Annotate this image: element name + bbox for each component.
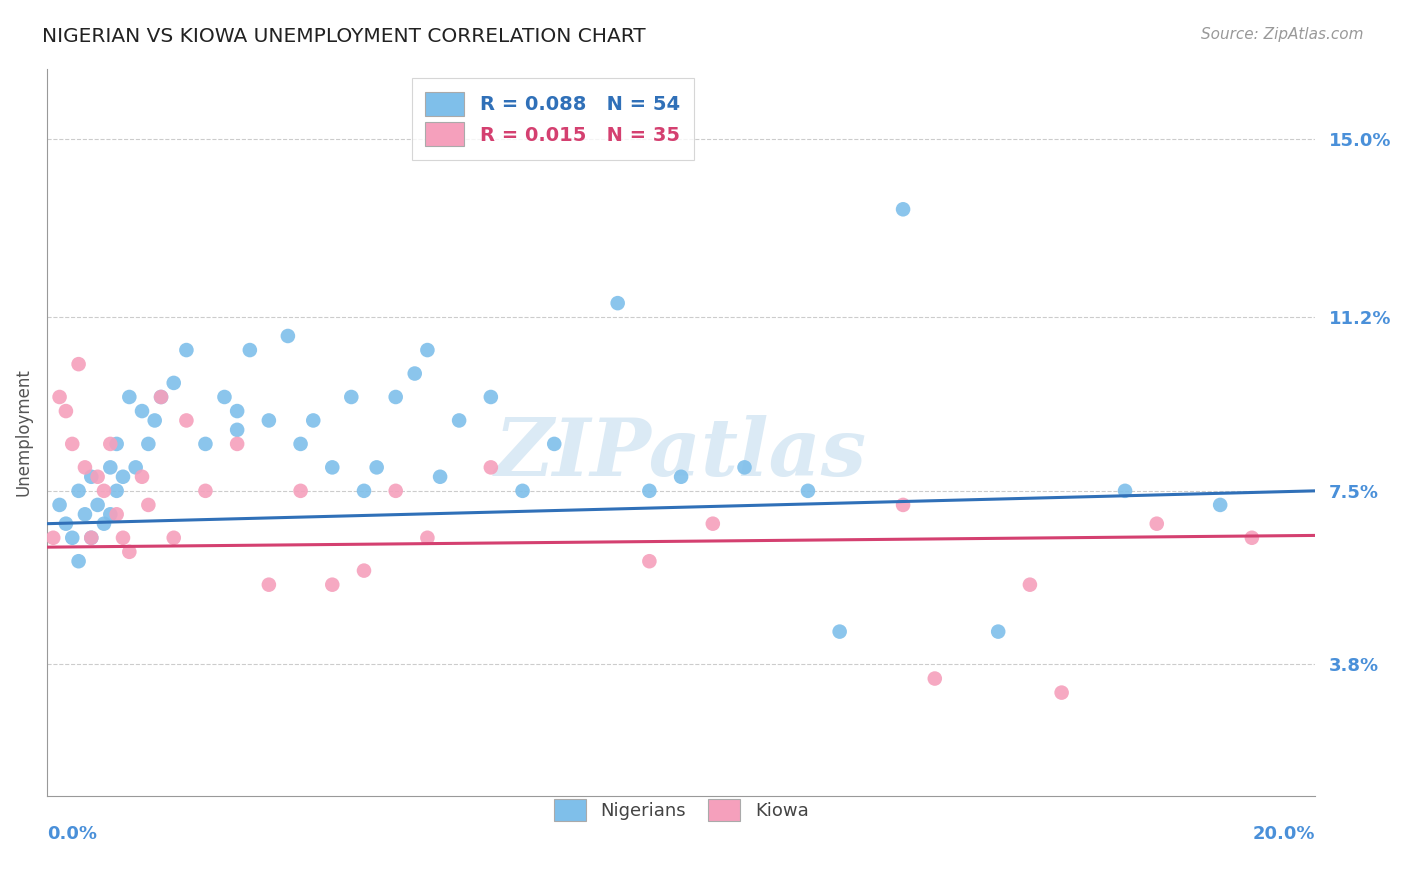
Point: [48, 390, 70, 404]
Point: [1114, 483, 1136, 498]
Point: [138, 498, 160, 512]
Point: [891, 498, 914, 512]
Point: [98, 437, 121, 451]
Point: [429, 469, 451, 483]
Point: [138, 437, 160, 451]
Point: [118, 545, 141, 559]
Point: [194, 437, 217, 451]
Point: [366, 460, 388, 475]
Point: [98, 460, 121, 475]
Point: [1019, 577, 1042, 591]
Point: [669, 469, 692, 483]
Point: [449, 413, 471, 427]
Point: [384, 390, 406, 404]
Point: [124, 460, 146, 475]
Point: [257, 413, 280, 427]
Point: [163, 376, 186, 390]
Point: [512, 483, 534, 498]
Point: [1146, 516, 1168, 531]
Point: [176, 343, 198, 357]
Point: [93, 483, 115, 498]
Point: [60, 437, 83, 451]
Point: [105, 508, 128, 522]
Y-axis label: Unemployment: Unemployment: [15, 368, 32, 496]
Point: [55, 404, 77, 418]
Legend: Nigerians, Kiowa: Nigerians, Kiowa: [544, 790, 818, 830]
Point: [290, 483, 312, 498]
Text: ZIPatlas: ZIPatlas: [495, 416, 868, 492]
Point: [638, 554, 661, 568]
Point: [1209, 498, 1232, 512]
Point: [987, 624, 1010, 639]
Point: [98, 508, 121, 522]
Point: [73, 460, 96, 475]
Text: NIGERIAN VS KIOWA UNEMPLOYMENT CORRELATION CHART: NIGERIAN VS KIOWA UNEMPLOYMENT CORRELATI…: [42, 27, 645, 45]
Point: [543, 437, 565, 451]
Point: [924, 672, 946, 686]
Point: [214, 390, 236, 404]
Point: [118, 390, 141, 404]
Point: [891, 202, 914, 217]
Point: [60, 531, 83, 545]
Point: [1240, 531, 1263, 545]
Point: [67, 483, 90, 498]
Point: [226, 404, 249, 418]
Point: [302, 413, 325, 427]
Point: [150, 390, 173, 404]
Point: [73, 508, 96, 522]
Point: [48, 498, 70, 512]
Point: [105, 437, 128, 451]
Point: [479, 390, 502, 404]
Point: [479, 460, 502, 475]
Point: [606, 296, 628, 310]
Point: [638, 483, 661, 498]
Point: [702, 516, 724, 531]
Text: 20.0%: 20.0%: [1253, 825, 1315, 843]
Point: [828, 624, 851, 639]
Point: [321, 577, 343, 591]
Point: [86, 498, 108, 512]
Point: [150, 390, 173, 404]
Point: [416, 531, 439, 545]
Point: [111, 531, 134, 545]
Point: [734, 460, 756, 475]
Point: [80, 469, 103, 483]
Text: Source: ZipAtlas.com: Source: ZipAtlas.com: [1201, 27, 1364, 42]
Point: [290, 437, 312, 451]
Point: [321, 460, 343, 475]
Point: [239, 343, 262, 357]
Text: 0.0%: 0.0%: [46, 825, 97, 843]
Point: [67, 357, 90, 371]
Point: [340, 390, 363, 404]
Point: [80, 531, 103, 545]
Point: [80, 531, 103, 545]
Point: [226, 437, 249, 451]
Point: [131, 469, 153, 483]
Point: [384, 483, 406, 498]
Point: [143, 413, 166, 427]
Point: [226, 423, 249, 437]
Point: [1050, 685, 1073, 699]
Point: [55, 516, 77, 531]
Point: [131, 404, 153, 418]
Point: [257, 577, 280, 591]
Point: [797, 483, 820, 498]
Point: [194, 483, 217, 498]
Point: [176, 413, 198, 427]
Point: [353, 483, 375, 498]
Point: [353, 564, 375, 578]
Point: [416, 343, 439, 357]
Point: [93, 516, 115, 531]
Point: [86, 469, 108, 483]
Point: [277, 329, 299, 343]
Point: [105, 483, 128, 498]
Point: [67, 554, 90, 568]
Point: [163, 531, 186, 545]
Point: [42, 531, 65, 545]
Point: [404, 367, 426, 381]
Point: [111, 469, 134, 483]
